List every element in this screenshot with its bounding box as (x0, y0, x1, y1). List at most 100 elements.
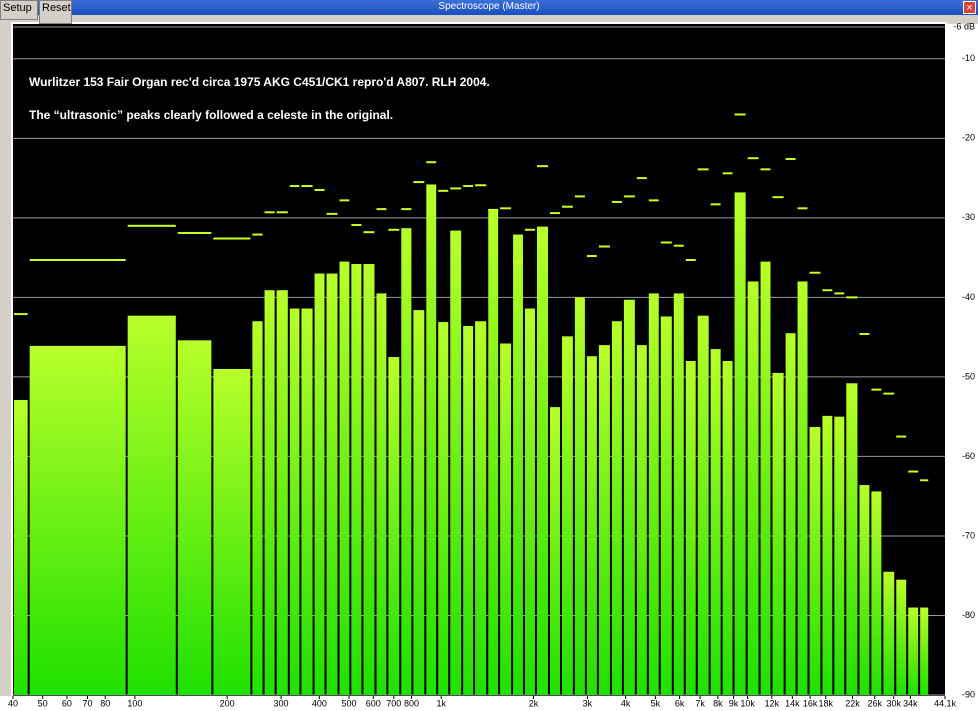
x-tick-label: 5k (651, 698, 661, 708)
bar (14, 399, 28, 695)
bar (536, 226, 549, 695)
peak-marker (363, 231, 375, 234)
x-tick-label: 10k (740, 698, 755, 708)
y-axis-area (945, 24, 978, 696)
x-tick-label: 1k (436, 698, 446, 708)
y-tick-label: -10 (962, 53, 975, 63)
peak-marker (908, 470, 919, 473)
x-tick-label: 44.1k (934, 698, 957, 708)
x-tick-label: 4k (621, 698, 631, 708)
bar (450, 230, 462, 696)
bar (500, 343, 512, 695)
bar (896, 579, 907, 695)
peak-marker (264, 211, 275, 214)
peak-marker (697, 168, 709, 171)
peak-marker (536, 165, 549, 168)
x-tick-label: 34k (903, 698, 918, 708)
x-tick-label: 60 (62, 698, 72, 708)
peak-marker (896, 435, 907, 438)
bar (475, 321, 487, 695)
bar (513, 234, 523, 696)
peak-marker (797, 207, 808, 210)
annotation: The “ultrasonic” peaks clearly followed … (29, 108, 393, 122)
x-tick-label: 100 (127, 698, 142, 708)
x-tick-label: 700 (386, 698, 401, 708)
x-tick-label: 500 (342, 698, 357, 708)
x-tick-label: 22k (845, 698, 860, 708)
bar (809, 427, 821, 695)
x-tick-label: 80 (100, 698, 110, 708)
y-tick-label: -40 (962, 292, 975, 302)
bar (289, 308, 300, 695)
peak-marker (574, 195, 585, 198)
peak-marker (475, 184, 487, 187)
peak-marker (871, 388, 882, 391)
bar (920, 607, 929, 695)
bar (747, 281, 759, 695)
bar (598, 345, 610, 695)
peak-marker (562, 205, 573, 208)
close-button[interactable]: × (963, 1, 976, 14)
bar (734, 192, 746, 695)
peak-marker (301, 185, 313, 188)
bar (822, 415, 833, 695)
bar (697, 315, 709, 695)
bar (438, 322, 449, 695)
peak-marker (314, 189, 325, 192)
bar (351, 263, 362, 695)
bar (685, 361, 696, 695)
bar (264, 290, 275, 695)
bar (871, 491, 882, 695)
bar (426, 184, 437, 695)
peak-marker (488, 208, 499, 211)
peak-marker (920, 479, 929, 482)
bar (339, 261, 350, 695)
peak-marker (623, 195, 635, 198)
setup-button[interactable]: Setup (0, 0, 38, 20)
x-tick-label: 26k (867, 698, 882, 708)
peak-marker (636, 177, 647, 180)
peak-marker (722, 172, 733, 175)
peak-marker (673, 244, 684, 247)
peak-marker (660, 241, 672, 244)
peak-marker (388, 228, 400, 231)
reset-button[interactable]: Reset (39, 0, 72, 24)
y-tick-label: -50 (962, 371, 975, 381)
peak-marker (550, 212, 561, 215)
bar (562, 336, 573, 695)
bar (648, 293, 659, 695)
peak-marker (213, 237, 251, 240)
bar (722, 361, 733, 695)
window-title: Spectroscope (Master) (438, 1, 540, 12)
x-axis-area (0, 696, 978, 711)
y-tick-label: -80 (962, 610, 975, 620)
bar (326, 273, 338, 695)
x-tick-label: 7k (695, 698, 705, 708)
bar (314, 273, 325, 695)
peak-marker (586, 255, 597, 258)
y-tick-label: -60 (962, 451, 975, 461)
peak-marker (834, 292, 845, 295)
peak-marker (809, 271, 821, 274)
y-tick-label: -6 dB (953, 21, 975, 31)
peak-marker (252, 233, 263, 236)
peak-marker (859, 332, 870, 335)
peak-marker (648, 199, 659, 202)
peak-marker (438, 189, 449, 192)
x-tick-label: 300 (274, 698, 289, 708)
x-tick-label: 18k (819, 698, 834, 708)
peak-marker (846, 296, 858, 299)
peak-marker (326, 212, 338, 215)
bar (488, 209, 499, 695)
peak-marker (413, 181, 425, 184)
y-tick-label: -30 (962, 212, 975, 222)
peak-marker (450, 187, 462, 190)
peak-marker (376, 208, 387, 211)
bar (611, 321, 622, 695)
bar (859, 485, 870, 695)
annotation: Wurlitzer 153 Fair Organ rec'd circa 197… (29, 75, 490, 89)
x-tick-label: 12k (765, 698, 780, 708)
bar (177, 340, 212, 695)
peak-marker (14, 313, 28, 316)
